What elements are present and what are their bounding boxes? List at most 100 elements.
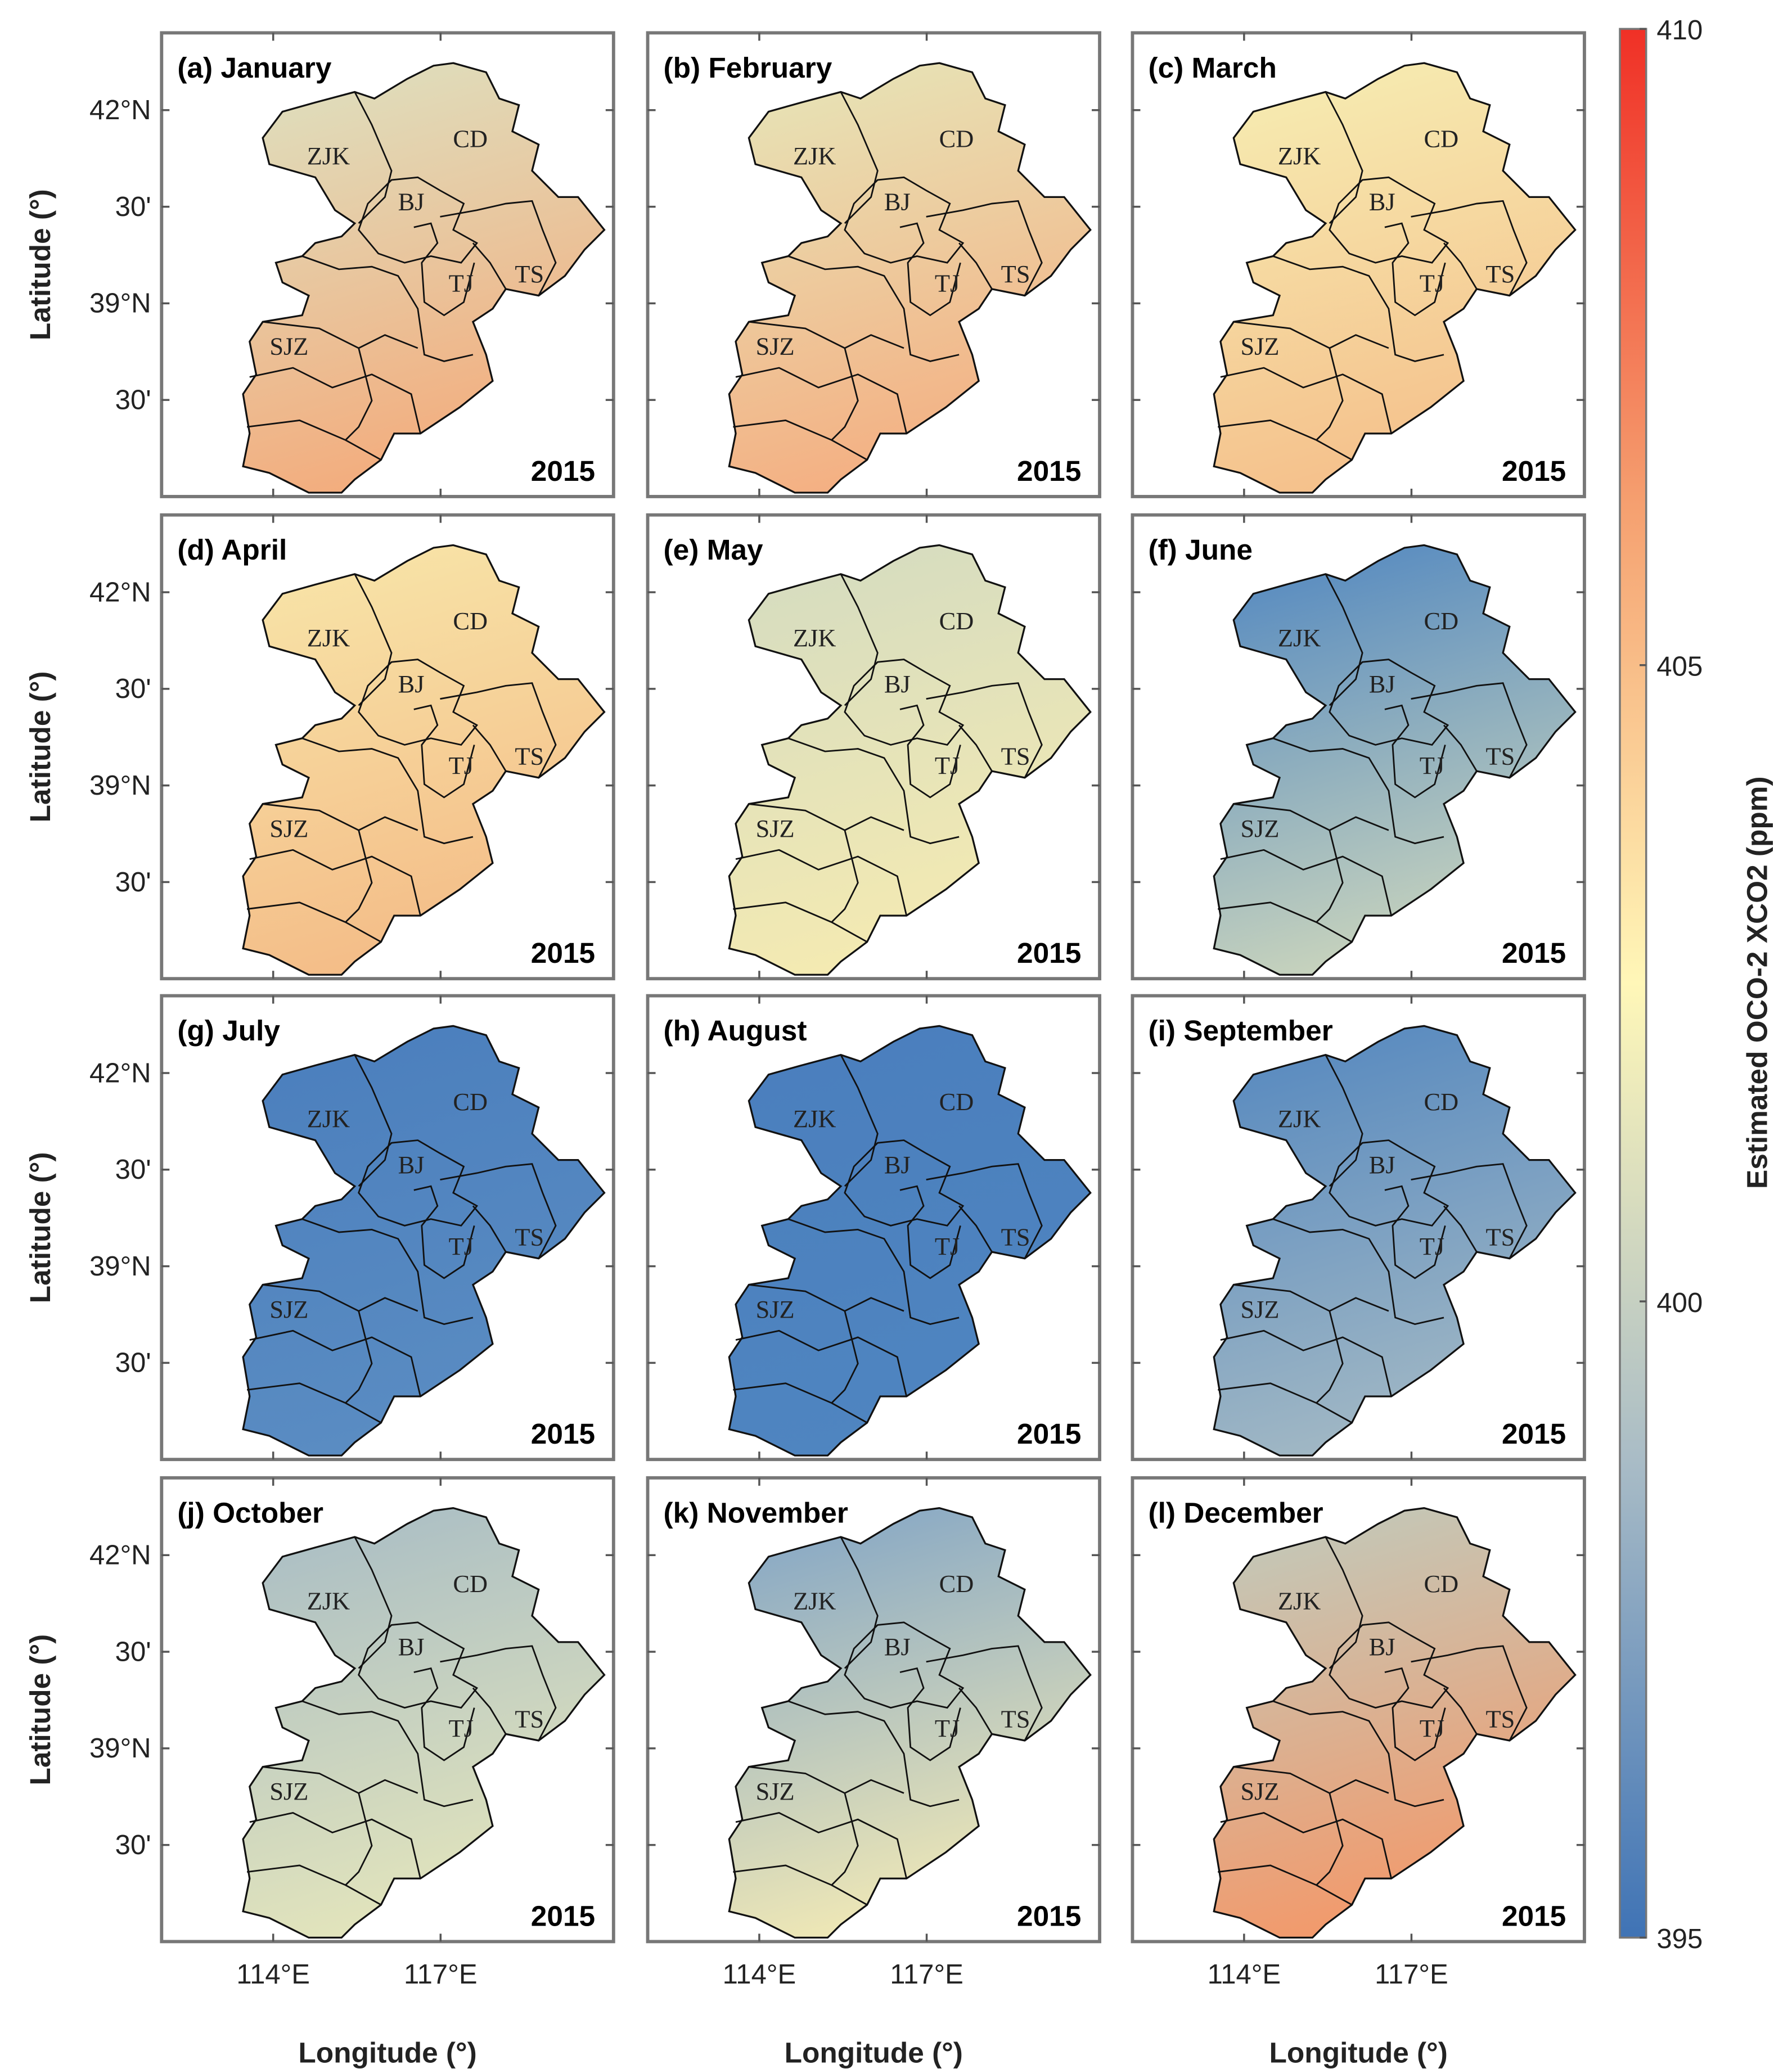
y-tick-label: 30' <box>115 385 151 416</box>
region-label: BJ <box>884 670 911 698</box>
x-tick-label: 117°E <box>890 1959 963 1990</box>
panel-label: (b) February <box>664 51 832 84</box>
region-label: SJZ <box>1240 1295 1279 1323</box>
region-label: CD <box>1424 125 1459 153</box>
map: ZJK CD BJ TJ TS SJZ <box>1213 1025 1577 1457</box>
region-label: BJ <box>398 188 425 216</box>
region-label: SJZ <box>269 332 308 360</box>
x-axis-label: Longitude (°) <box>1269 2036 1448 2068</box>
x-tick-label: 117°E <box>404 1959 478 1990</box>
region-label: ZJK <box>307 624 350 652</box>
region-label: CD <box>1424 1088 1459 1116</box>
region-label: TS <box>515 1223 544 1251</box>
region-label: TJ <box>449 1232 474 1260</box>
region-label: TS <box>1486 1705 1515 1733</box>
region-label: BJ <box>884 1151 911 1179</box>
y-tick-label: 42°N <box>89 95 151 125</box>
region-label: CD <box>939 607 974 635</box>
map: ZJK CD BJ TJ TS SJZ <box>1213 62 1577 494</box>
region-label: ZJK <box>793 624 836 652</box>
region-label: SJZ <box>1240 1777 1279 1805</box>
y-tick-label: 30' <box>115 192 151 222</box>
panel-label: (e) May <box>664 533 763 566</box>
x-tick-label: 114°E <box>236 1959 310 1990</box>
region-label: SJZ <box>269 814 308 842</box>
region-label: ZJK <box>1278 142 1321 170</box>
region-label: BJ <box>398 670 425 698</box>
y-axis-label: Latitude (°) <box>24 189 56 340</box>
colorbar <box>1619 28 1647 1939</box>
y-axis-label: Latitude (°) <box>24 1634 56 1786</box>
panel-label: (i) September <box>1148 1014 1332 1047</box>
y-tick-label: 39°N <box>89 1733 151 1764</box>
map: ZJK CD BJ TJ TS SJZ <box>1213 1507 1577 1939</box>
map: ZJK CD BJ TJ TS SJZ <box>728 62 1092 494</box>
y-tick-label: 42°N <box>89 1540 151 1571</box>
panel-year: 2015 <box>531 1417 595 1450</box>
colorbar-tick-label: 395 <box>1656 1924 1703 1954</box>
region-label: CD <box>453 607 488 635</box>
map: ZJK CD BJ TJ TS SJZ <box>728 1507 1092 1939</box>
map: ZJK CD BJ TJ TS SJZ <box>242 1025 606 1457</box>
y-tick-label: 42°N <box>89 1058 151 1088</box>
region-label: TJ <box>1420 269 1444 297</box>
region-label: BJ <box>884 188 911 216</box>
region-label: SJZ <box>756 332 795 360</box>
panel-label: (h) August <box>664 1014 807 1047</box>
region-label: ZJK <box>1278 1105 1321 1133</box>
region-label: BJ <box>1369 1633 1395 1661</box>
region-label: CD <box>453 1570 488 1598</box>
region-label: TS <box>1486 260 1515 288</box>
region-label: SJZ <box>269 1777 308 1805</box>
region-label: TS <box>1001 1705 1030 1733</box>
y-tick-label: 30' <box>115 674 151 704</box>
panel-label: (f) June <box>1148 533 1253 566</box>
region-label: ZJK <box>307 1586 350 1615</box>
region-label: TS <box>1486 742 1515 770</box>
region-label: CD <box>939 1570 974 1598</box>
colorbar-tick-label: 405 <box>1656 651 1703 682</box>
panel-label: (c) March <box>1148 51 1276 84</box>
region-label: TJ <box>935 269 960 297</box>
panel-year: 2015 <box>1017 936 1081 969</box>
panel-year: 2015 <box>531 936 595 969</box>
region-label: CD <box>1424 1570 1459 1598</box>
region-label: ZJK <box>1278 624 1321 652</box>
map: ZJK CD BJ TJ TS SJZ <box>728 1025 1092 1457</box>
region-label: TS <box>1001 1223 1030 1251</box>
panel-label: (k) November <box>664 1496 848 1529</box>
region-label: TJ <box>1420 1232 1444 1260</box>
y-tick-label: 39°N <box>89 770 151 801</box>
panel-year: 2015 <box>1502 1899 1566 1932</box>
region-label: ZJK <box>793 142 836 170</box>
y-tick-label: 30' <box>115 1348 151 1378</box>
region-label: BJ <box>884 1633 911 1661</box>
panel-label: (g) July <box>177 1014 280 1047</box>
region-label: ZJK <box>307 142 350 170</box>
panel-label: (j) October <box>177 1496 323 1529</box>
panel-label: (l) December <box>1148 1496 1323 1529</box>
region-label: TS <box>515 742 544 770</box>
region-label: CD <box>1424 607 1459 635</box>
region-label: CD <box>453 125 488 153</box>
region-label: BJ <box>1369 1151 1395 1179</box>
y-tick-label: 30' <box>115 1830 151 1860</box>
y-tick-label: 30' <box>115 1155 151 1185</box>
region-label: BJ <box>398 1151 425 1179</box>
y-tick-label: 39°N <box>89 1251 151 1282</box>
region-label: CD <box>939 1088 974 1116</box>
colorbar-tick-label: 400 <box>1656 1288 1703 1318</box>
region-label: ZJK <box>793 1105 836 1133</box>
map: ZJK CD BJ TJ TS SJZ <box>242 1507 606 1939</box>
region-label: TJ <box>935 1714 960 1742</box>
x-axis-label: Longitude (°) <box>785 2036 963 2068</box>
region-label: TS <box>515 260 544 288</box>
map: ZJK CD BJ TJ TS SJZ <box>1213 544 1577 976</box>
map: ZJK CD BJ TJ TS SJZ <box>728 544 1092 976</box>
y-tick-label: 42°N <box>89 577 151 607</box>
x-axis-label: Longitude (°) <box>298 2036 476 2068</box>
panel-year: 2015 <box>1502 936 1566 969</box>
region-label: TJ <box>449 269 474 297</box>
